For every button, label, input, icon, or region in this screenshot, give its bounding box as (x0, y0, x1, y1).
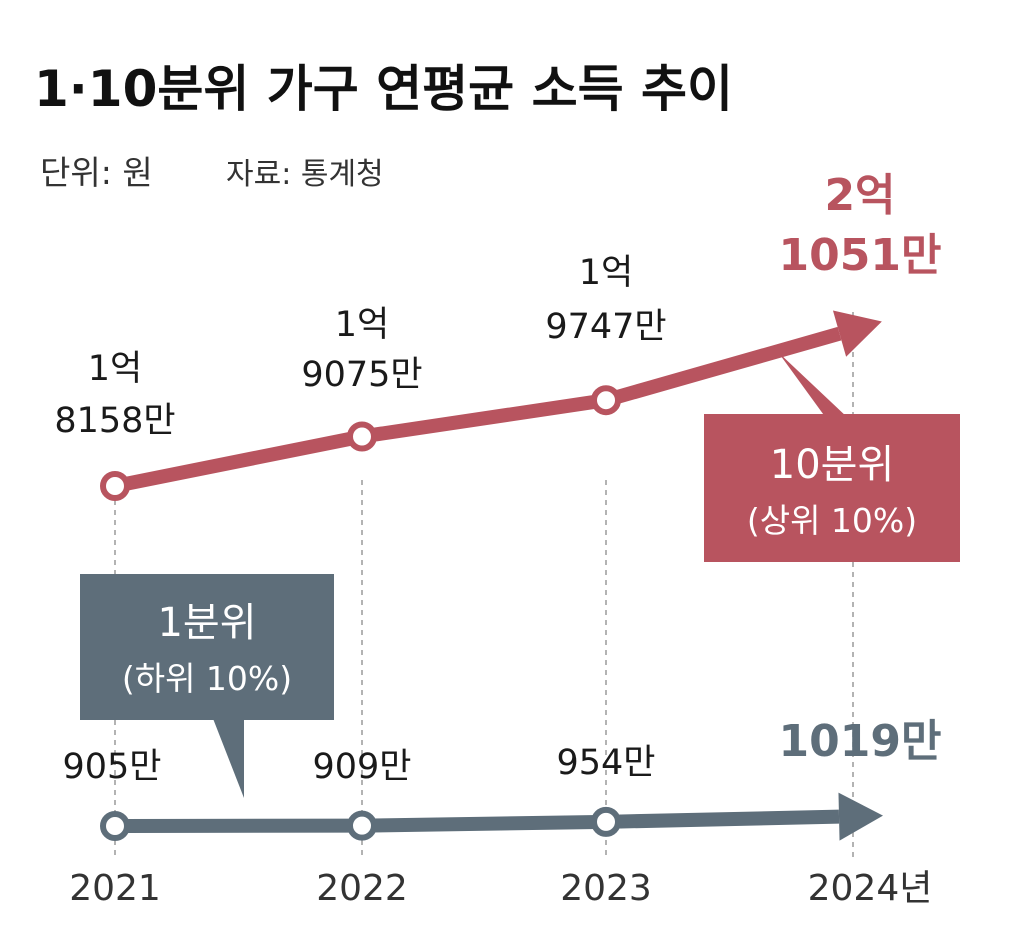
top-series-arrowhead (832, 310, 882, 357)
series-callouts: 10분위 (상위 10%) 1분위 (하위 10%) (80, 352, 960, 798)
bottom-series-line (114, 809, 840, 833)
x-tick-label: 2021 (69, 868, 161, 909)
top-data-label: 9075만 (301, 355, 422, 395)
bottom-data-label: 905만 (62, 747, 161, 787)
bottom-series-point (591, 806, 621, 837)
chart-title: 1·10분위 가구 연평균 소득 추이 (34, 60, 733, 118)
bottom-series-arrowhead (838, 792, 883, 841)
bottom-series-callout (80, 574, 334, 720)
top-series-point (347, 421, 377, 452)
data-labels: 1억 8158만 1억 9075만 1억 9747만 2억 1051만 905만 909만 954만… (54, 170, 941, 787)
top-end-label: 1051만 (779, 230, 942, 281)
unit-label: 단위: 원 (40, 153, 153, 192)
bottom-series-point (100, 811, 130, 841)
top-series-line (113, 326, 842, 493)
bottom-series-subname: (하위 10%) (122, 659, 292, 698)
top-series-point (100, 471, 130, 501)
top-series-point (591, 385, 621, 416)
top-series-callout (704, 414, 960, 562)
x-tick-label: 2024년 (808, 868, 933, 909)
top-series-subname: (상위 10%) (747, 501, 917, 540)
top-end-label: 2억 (824, 170, 895, 221)
top-data-label: 9747만 (545, 307, 666, 347)
top-data-label: 1억 (579, 253, 633, 293)
top-series-name: 10분위 (770, 442, 895, 488)
top-data-label: 8158만 (54, 401, 175, 441)
bottom-end-label: 1019만 (779, 716, 942, 767)
x-tick-label: 2023 (560, 868, 652, 909)
top-callout-pointer (778, 352, 848, 418)
bottom-data-label: 909만 (312, 747, 411, 787)
top-data-label: 1억 (88, 349, 142, 389)
source-label: 자료: 통계청 (226, 157, 384, 192)
series-lines (100, 310, 883, 841)
top-data-label: 1억 (335, 305, 389, 345)
bottom-callout-pointer (212, 716, 244, 798)
bottom-series-name: 1분위 (157, 600, 256, 646)
bottom-data-label: 954만 (556, 743, 655, 783)
x-tick-label: 2022 (316, 868, 408, 909)
grid-lines (114, 312, 854, 858)
x-axis-ticks: 2021 2022 2023 2024년 (69, 868, 932, 909)
bottom-series-point (347, 810, 377, 841)
